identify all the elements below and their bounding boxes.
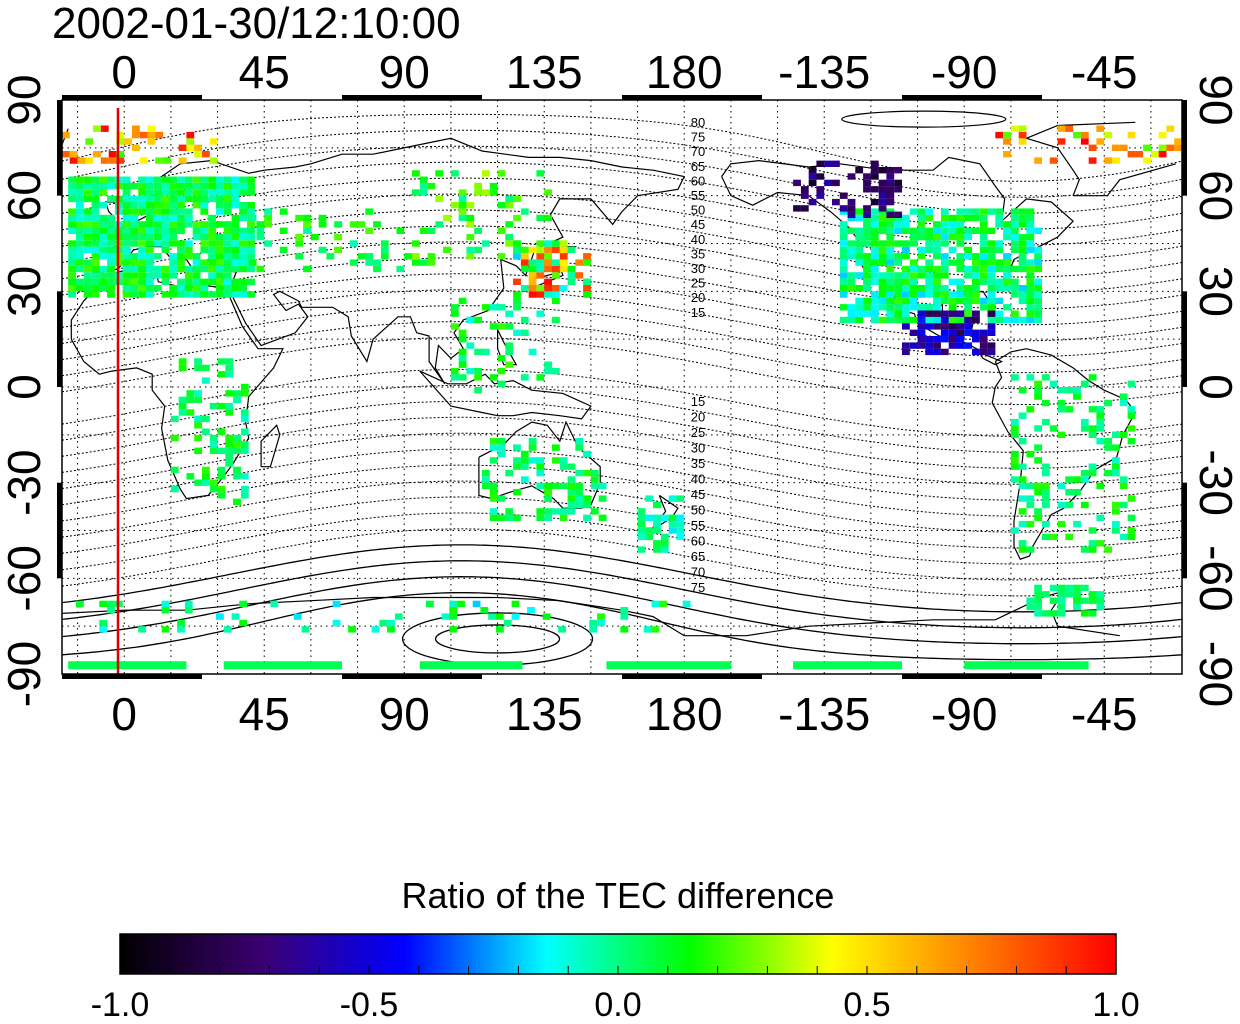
contour-label-south: 50 <box>691 503 705 518</box>
contour-label-north: 25 <box>691 276 705 291</box>
contour-label-north: 15 <box>691 305 705 320</box>
bottom-lon-tick-label: 180 <box>646 688 723 740</box>
contour-label-north: 80 <box>691 115 705 130</box>
colorbar-tick-label: 1.0 <box>1092 986 1139 1024</box>
contour-label-north: 70 <box>691 144 705 159</box>
contour-label-north: 65 <box>691 159 705 174</box>
top-longitude-axis: 0 45 90 135 180 -135 -90 -45 <box>111 46 1137 98</box>
left-latitude-axis: 90 60 30 0 -30 -60 -90 <box>0 74 50 707</box>
contour-label-south: 20 <box>691 410 705 425</box>
contour-label-north: 30 <box>691 261 705 276</box>
left-lat-tick-label: -30 <box>0 449 50 515</box>
contour-label-south: 70 <box>691 565 705 580</box>
left-lat-tick-label: 60 <box>0 170 50 221</box>
right-lat-tick-label: 90 <box>1190 74 1240 125</box>
colorbar-tick-label: 0.5 <box>843 986 890 1024</box>
right-lat-tick-label: 60 <box>1190 170 1240 221</box>
top-lon-tick-label: 135 <box>506 46 583 98</box>
contour-label-south: 30 <box>691 441 705 456</box>
bottom-lon-tick-label: -135 <box>778 688 870 740</box>
left-lat-tick-label: 90 <box>0 74 50 125</box>
contour-label-south: 35 <box>691 456 705 471</box>
contour-label-north: 20 <box>691 290 705 305</box>
colorbar-tick-label: -1.0 <box>91 986 150 1024</box>
contour-label-south: 45 <box>691 487 705 502</box>
left-lat-tick-label: -60 <box>0 545 50 611</box>
contour-label-south: 75 <box>691 580 705 595</box>
colorbar-tick-label: 0.0 <box>594 986 641 1024</box>
right-lat-tick-label: -30 <box>1190 449 1240 515</box>
bottom-lon-tick-label: 45 <box>239 688 290 740</box>
contour-label-north: 45 <box>691 217 705 232</box>
contour-label-south: 25 <box>691 425 705 440</box>
frame-ticks <box>57 95 1187 679</box>
right-latitude-axis: 90 60 30 0 -30 -60 -90 <box>1190 74 1240 707</box>
top-lon-tick-label: 0 <box>111 46 137 98</box>
bottom-lon-tick-label: 0 <box>111 688 137 740</box>
tec-data-cells <box>62 125 1182 670</box>
figure-title: 2002-01-30/12:10:00 <box>52 0 461 48</box>
coastline-madagascar <box>260 424 281 468</box>
grid-lines <box>62 100 1182 674</box>
top-lon-tick-label: -135 <box>778 46 870 98</box>
contour-label-north: 55 <box>691 188 705 203</box>
contour-label-south: 65 <box>691 549 705 564</box>
contour-label-south: 60 <box>691 534 705 549</box>
right-lat-tick-label: 0 <box>1190 374 1240 400</box>
contour-label-south: 15 <box>691 394 705 409</box>
top-lon-tick-label: 90 <box>379 46 430 98</box>
top-lon-tick-label: -45 <box>1071 46 1137 98</box>
right-lat-tick-label: 30 <box>1190 266 1240 317</box>
contour-label-south: 40 <box>691 472 705 487</box>
top-lon-tick-label: -90 <box>931 46 997 98</box>
bottom-lon-tick-label: -45 <box>1071 688 1137 740</box>
contour-label-north: 50 <box>691 203 705 218</box>
left-lat-tick-label: 0 <box>0 374 50 400</box>
bottom-lon-tick-label: -90 <box>931 688 997 740</box>
colorbar-tick-label: -0.5 <box>340 986 399 1024</box>
top-lon-tick-label: 180 <box>646 46 723 98</box>
right-lat-tick-label: -90 <box>1190 641 1240 707</box>
contour-label-south: 55 <box>691 518 705 533</box>
contour-label-north: 75 <box>691 130 705 145</box>
top-lon-tick-label: 45 <box>239 46 290 98</box>
left-lat-tick-label: 30 <box>0 266 50 317</box>
colorbar-label: Ratio of the TEC difference <box>402 875 835 916</box>
contour-label-north: 40 <box>691 232 705 247</box>
map-panel: 8075706560555045403530252015152025303540… <box>57 95 1187 679</box>
coastline-south-america <box>991 348 1137 560</box>
right-lat-tick-label: -60 <box>1190 545 1240 611</box>
colorbar-ticks: -1.0 -0.5 0.0 0.5 1.0 <box>91 966 1140 1024</box>
contour-label-north: 60 <box>691 173 705 188</box>
bottom-longitude-axis: 0 45 90 135 180 -135 -90 -45 <box>111 688 1137 740</box>
contour-label-north: 35 <box>691 246 705 261</box>
contour-labels: 8075706560555045403530252015152025303540… <box>691 115 705 595</box>
bottom-lon-tick-label: 135 <box>506 688 583 740</box>
left-lat-tick-label: -90 <box>0 641 50 707</box>
bottom-lon-tick-label: 90 <box>379 688 430 740</box>
